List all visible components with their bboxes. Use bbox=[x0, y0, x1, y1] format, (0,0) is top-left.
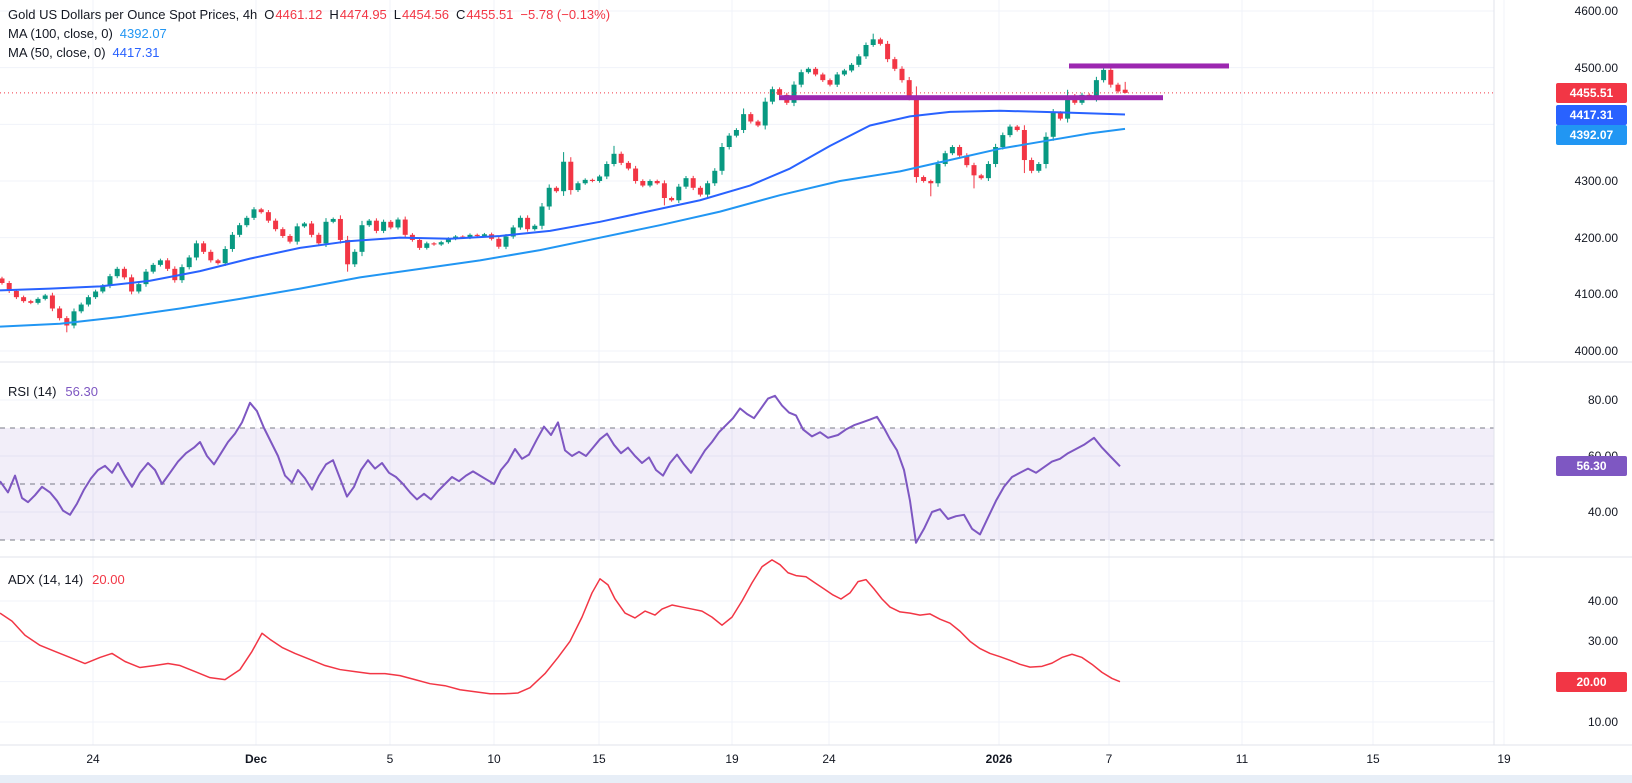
price-axis-label: 4100.00 bbox=[1574, 287, 1618, 302]
ohlc-low: L 4454.56 bbox=[393, 7, 450, 22]
ma50-label: MA (50, close, 0) bbox=[8, 45, 106, 60]
adx-label: ADX (14, 14) bbox=[8, 572, 84, 587]
rsi-axis-label: 80.00 bbox=[1587, 393, 1618, 407]
adx-value: 20.00 bbox=[92, 572, 125, 587]
time-axis-label: 10 bbox=[487, 752, 501, 766]
symbol-title: Gold US Dollars per Ounce Spot Prices, 4… bbox=[8, 7, 258, 22]
time-axis-label: 19 bbox=[725, 752, 739, 766]
bottom-scrollbar[interactable] bbox=[0, 775, 1632, 783]
price-axis-label: 4300.00 bbox=[1574, 174, 1618, 188]
badge-ma50: 4417.31 bbox=[1556, 104, 1627, 125]
time-axis-label: 24 bbox=[822, 752, 836, 766]
time-axis-label: 7 bbox=[1105, 752, 1113, 766]
symbol-legend-row[interactable]: Gold US Dollars per Ounce Spot Prices, 4… bbox=[8, 6, 610, 24]
ma100-legend-row[interactable]: MA (100, close, 0) 4392.07 bbox=[8, 25, 610, 43]
badge-close-price: 4455.51 bbox=[1556, 82, 1627, 103]
adx-axis-label: 30.00 bbox=[1587, 634, 1618, 649]
price-axis-label: 4500.00 bbox=[1574, 60, 1618, 75]
ma100-label: MA (100, close, 0) bbox=[8, 26, 113, 41]
price-axis-label: 4000.00 bbox=[1574, 344, 1618, 358]
change-value: −5.78 (−0.13%) bbox=[520, 7, 611, 22]
ohlc-open: O 4461.12 bbox=[264, 7, 323, 22]
legend: Gold US Dollars per Ounce Spot Prices, 4… bbox=[8, 6, 610, 63]
time-axis-label: 15 bbox=[592, 752, 606, 766]
adx-axis-label: 40.00 bbox=[1587, 594, 1618, 608]
time-axis-label: Dec bbox=[244, 752, 267, 766]
rsi-value: 56.30 bbox=[65, 384, 98, 399]
horizontal-ray-drawing[interactable] bbox=[779, 95, 1163, 101]
price-axis-label: 4200.00 bbox=[1574, 230, 1618, 245]
horizontal-ray-drawing[interactable] bbox=[1069, 63, 1229, 69]
time-axis-label: 5 bbox=[386, 752, 394, 766]
rsi-label: RSI (14) bbox=[8, 384, 57, 399]
adx-axis-label: 10.00 bbox=[1587, 715, 1618, 729]
ohlc-high: H 4474.95 bbox=[329, 7, 387, 22]
time-axis-label: 19 bbox=[1497, 752, 1511, 766]
rsi-axis-label: 40.00 bbox=[1587, 505, 1618, 519]
time-axis-label: 24 bbox=[86, 752, 100, 766]
ma100-value: 4392.07 bbox=[119, 26, 167, 41]
rsi-legend-row[interactable]: RSI (14) 56.30 bbox=[8, 384, 98, 399]
time-axis-label: 11 bbox=[1235, 752, 1249, 766]
ohlc-close: C 4455.51 bbox=[456, 7, 514, 22]
time-axis-label: 2026 bbox=[985, 752, 1013, 766]
ma50-legend-row[interactable]: MA (50, close, 0) 4417.31 bbox=[8, 44, 610, 62]
price-axis-label: 4600.00 bbox=[1574, 4, 1618, 18]
adx-legend-row[interactable]: ADX (14, 14) 20.00 bbox=[8, 572, 125, 587]
badge-adx: 20.00 bbox=[1556, 671, 1627, 692]
badge-ma100: 4392.07 bbox=[1556, 125, 1627, 146]
badge-rsi: 56.30 bbox=[1556, 456, 1627, 477]
ma50-value: 4417.31 bbox=[112, 45, 160, 60]
time-axis-label: 15 bbox=[1366, 752, 1380, 766]
